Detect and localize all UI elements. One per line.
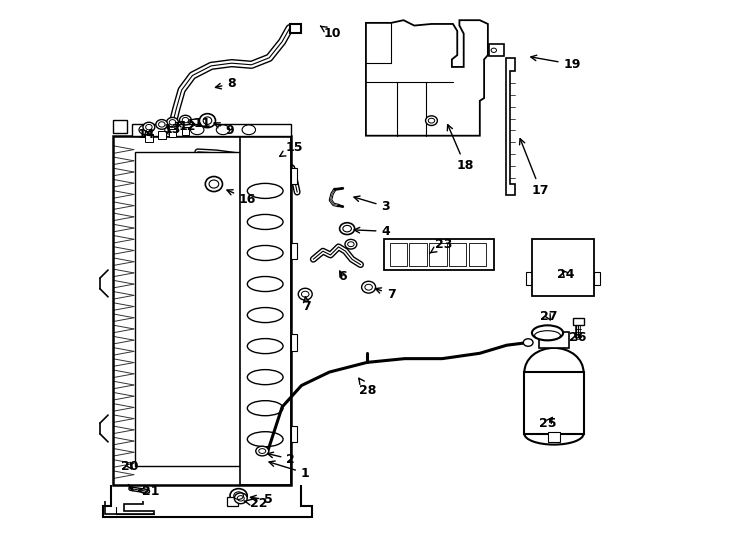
Bar (429, 243, 446, 266)
Bar (158, 131, 166, 139)
Bar (573, 319, 584, 325)
Bar (169, 129, 176, 137)
Text: 1: 1 (269, 461, 310, 480)
Ellipse shape (191, 125, 204, 134)
Bar (390, 243, 407, 266)
Bar (532, 239, 595, 296)
Text: 24: 24 (557, 268, 575, 281)
Text: 14: 14 (138, 128, 156, 141)
Text: 12: 12 (175, 119, 196, 132)
Ellipse shape (426, 116, 437, 125)
Ellipse shape (234, 493, 247, 504)
Bar (290, 24, 302, 32)
Bar (135, 152, 240, 466)
Bar (449, 243, 466, 266)
Bar (132, 124, 291, 136)
Bar (489, 44, 504, 56)
Ellipse shape (362, 281, 376, 293)
Bar (240, 136, 291, 485)
Text: 18: 18 (447, 125, 474, 172)
Text: 15: 15 (280, 141, 303, 157)
Text: 7: 7 (302, 296, 311, 313)
Bar (595, 272, 600, 285)
Bar (291, 168, 297, 184)
Text: 10: 10 (321, 26, 341, 40)
Text: 2: 2 (267, 452, 295, 465)
Ellipse shape (523, 339, 533, 346)
Ellipse shape (255, 446, 269, 456)
Bar (145, 134, 153, 142)
Ellipse shape (164, 125, 178, 134)
Text: 13: 13 (163, 123, 181, 136)
Text: 22: 22 (244, 497, 267, 510)
Bar (181, 127, 189, 135)
Ellipse shape (180, 115, 192, 125)
Ellipse shape (242, 125, 255, 134)
Ellipse shape (156, 119, 167, 129)
Text: 5: 5 (250, 494, 273, 507)
Text: 4: 4 (354, 225, 390, 238)
Text: 8: 8 (215, 77, 236, 90)
Ellipse shape (345, 239, 357, 249)
Text: 25: 25 (539, 416, 557, 430)
Bar (410, 243, 426, 266)
FancyBboxPatch shape (384, 239, 494, 270)
Text: 20: 20 (121, 460, 138, 472)
Ellipse shape (217, 125, 230, 134)
Bar (548, 432, 560, 442)
Ellipse shape (230, 489, 247, 503)
Bar (114, 119, 127, 133)
Bar (539, 332, 569, 348)
Text: 16: 16 (227, 190, 256, 206)
Text: 7: 7 (375, 288, 396, 301)
Text: 9: 9 (214, 123, 234, 137)
Bar (291, 243, 297, 259)
Text: 11: 11 (190, 117, 211, 130)
Ellipse shape (206, 177, 222, 192)
Bar (228, 497, 238, 507)
Ellipse shape (139, 125, 153, 134)
Text: 17: 17 (520, 139, 549, 197)
Text: 26: 26 (570, 330, 586, 343)
Bar (524, 372, 584, 434)
Bar (291, 426, 297, 442)
Ellipse shape (200, 113, 216, 127)
Text: 23: 23 (429, 238, 452, 253)
Text: 6: 6 (338, 270, 347, 283)
Ellipse shape (532, 325, 563, 340)
Polygon shape (506, 58, 515, 195)
Bar (526, 272, 532, 285)
Text: 19: 19 (531, 55, 581, 71)
Text: 27: 27 (539, 310, 557, 323)
Ellipse shape (167, 117, 178, 127)
Bar (291, 334, 297, 350)
Ellipse shape (298, 288, 312, 300)
Ellipse shape (340, 222, 355, 234)
Ellipse shape (143, 122, 155, 132)
Text: 28: 28 (359, 378, 377, 397)
Text: 21: 21 (139, 485, 160, 498)
Bar (114, 136, 291, 485)
Text: 3: 3 (354, 196, 390, 213)
Bar (469, 243, 486, 266)
